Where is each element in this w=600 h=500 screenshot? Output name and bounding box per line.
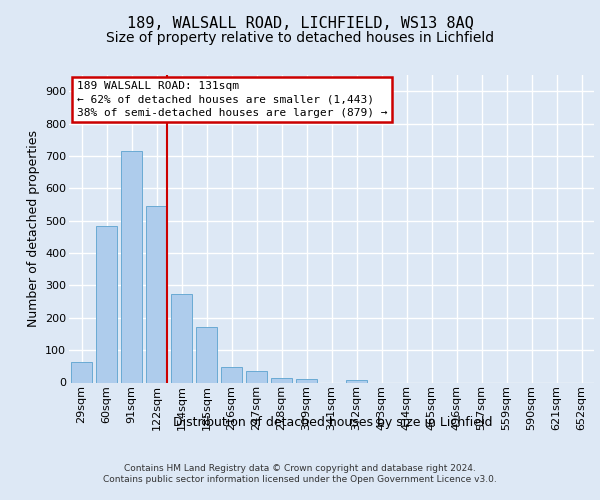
Bar bbox=[346, 380, 367, 382]
Bar bbox=[246, 371, 267, 382]
Text: 189, WALSALL ROAD, LICHFIELD, WS13 8AQ: 189, WALSALL ROAD, LICHFIELD, WS13 8AQ bbox=[127, 16, 473, 32]
Bar bbox=[121, 150, 142, 382]
Y-axis label: Number of detached properties: Number of detached properties bbox=[26, 130, 40, 327]
Text: Distribution of detached houses by size in Lichfield: Distribution of detached houses by size … bbox=[173, 416, 493, 429]
Bar bbox=[71, 362, 92, 382]
Text: Contains HM Land Registry data © Crown copyright and database right 2024.
Contai: Contains HM Land Registry data © Crown c… bbox=[103, 464, 497, 483]
Bar bbox=[296, 378, 317, 382]
Bar bbox=[221, 367, 242, 382]
Bar bbox=[146, 206, 167, 382]
Bar bbox=[196, 327, 217, 382]
Bar bbox=[96, 226, 117, 382]
Bar bbox=[171, 294, 192, 382]
Bar bbox=[271, 378, 292, 382]
Text: 189 WALSALL ROAD: 131sqm
← 62% of detached houses are smaller (1,443)
38% of sem: 189 WALSALL ROAD: 131sqm ← 62% of detach… bbox=[77, 81, 388, 118]
Text: Size of property relative to detached houses in Lichfield: Size of property relative to detached ho… bbox=[106, 31, 494, 45]
